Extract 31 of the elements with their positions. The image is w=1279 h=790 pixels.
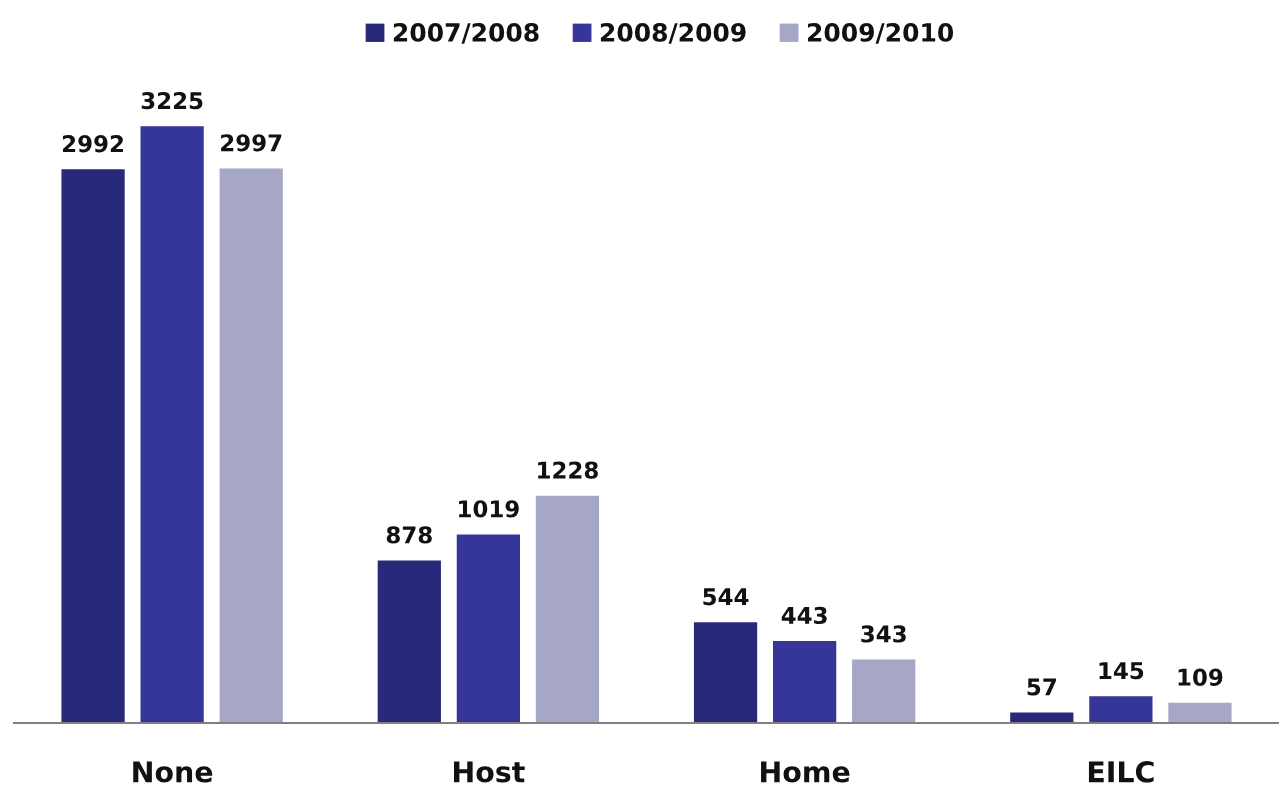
data-label: 443 [781,606,827,625]
bar [456,534,520,723]
data-label: 544 [703,588,749,606]
x-tick-label: Home [761,761,850,783]
x-tick-label: None [133,761,213,783]
data-label: 145 [1099,662,1144,680]
bar [377,560,441,723]
bar [219,168,283,723]
legend-label: 2009/2010 [807,22,954,44]
data-label: 2997 [221,134,282,152]
data-label: 2992 [62,135,123,153]
bar [61,169,125,723]
data-label: 1228 [538,461,598,479]
x-tick-label: EILC [1088,761,1154,783]
x-tick-label: Host [454,761,525,783]
data-label: 109 [1178,668,1223,686]
data-label: 57 [1027,678,1056,696]
bar [852,659,916,723]
bar [1089,696,1153,723]
bar [693,622,758,723]
legend-label: 2008/2009 [600,22,746,44]
bar [773,641,837,723]
data-label: 1019 [459,500,519,518]
legend-label: 2007/2008 [393,22,539,44]
bar [1168,702,1232,723]
bar [140,126,204,723]
data-label: 343 [861,625,906,643]
bar [1010,712,1074,723]
data-label: 3225 [141,91,203,110]
data-label: 878 [386,526,432,544]
bar [535,495,600,723]
